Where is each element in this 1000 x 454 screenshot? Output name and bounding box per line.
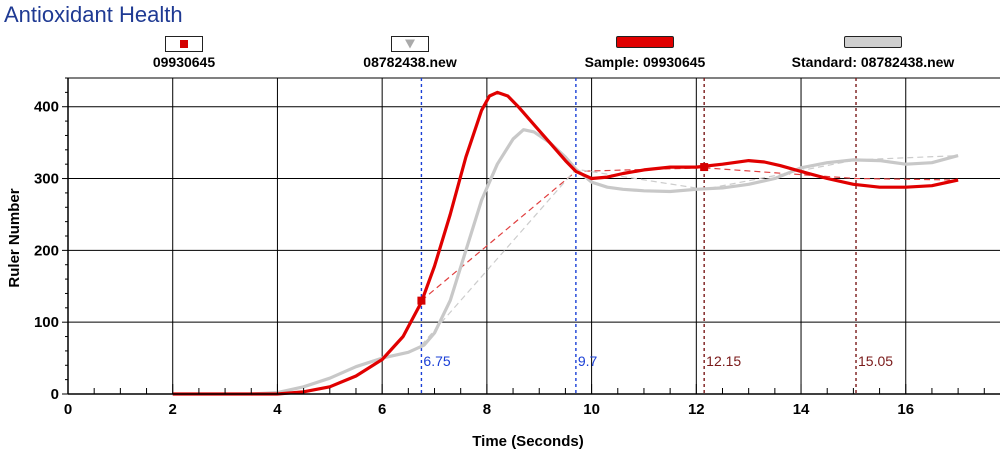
x-tick-label: 10 xyxy=(583,401,600,418)
reference-line-label: 6.75 xyxy=(423,353,450,369)
x-tick-label: 6 xyxy=(378,401,386,418)
grid: 6.75 9.7 12.15 15.05 xyxy=(68,77,1000,394)
reference-line-label: 15.05 xyxy=(858,353,893,369)
standard-series-line xyxy=(251,128,959,396)
sample-series-line xyxy=(172,90,959,396)
legend-item-standard-line[interactable]: Standard: 08782438.new xyxy=(760,36,986,70)
red-line-swatch-icon xyxy=(616,36,674,48)
x-tick-label: 14 xyxy=(793,401,810,418)
y-tick-label: 300 xyxy=(34,171,59,188)
y-tick-label: 100 xyxy=(34,314,59,331)
legend-item-standard-marker[interactable]: 08782438.new xyxy=(340,36,480,70)
x-tick-label: 16 xyxy=(897,401,914,418)
legend-item-sample-line[interactable]: Sample: 09930645 xyxy=(560,36,730,70)
y-tick-label: 200 xyxy=(34,242,59,259)
legend-item-sample-marker[interactable]: 09930645 xyxy=(134,36,234,70)
chart-title: Antioxidant Health xyxy=(4,2,183,27)
square-point-marker xyxy=(417,296,426,305)
y-axis-label: Ruler Number xyxy=(6,188,23,287)
square-point-marker xyxy=(700,163,709,172)
point-markers xyxy=(417,163,709,305)
x-tick-label: 8 xyxy=(483,401,491,418)
x-tick-label: 4 xyxy=(273,401,282,418)
triangle-down-marker-icon xyxy=(391,36,429,52)
gray-line-swatch-icon xyxy=(844,36,902,48)
reference-line-label: 9.7 xyxy=(578,353,598,369)
y-tick-label: 0 xyxy=(51,386,59,403)
legend-label: Sample: 09930645 xyxy=(584,54,706,70)
series-lines xyxy=(172,90,959,396)
square-marker-icon xyxy=(165,36,203,52)
axes: 0 2 4 6 8 10 12 14 16 0 100 200 300 400 xyxy=(34,77,1000,418)
y-tick-label: 400 xyxy=(34,99,59,116)
x-tick-label: 2 xyxy=(169,401,177,418)
x-tick-label: 0 xyxy=(64,401,72,418)
legend-label: Standard: 08782438.new xyxy=(791,54,955,70)
legend-label: 08782438.new xyxy=(363,54,457,70)
x-tick-label: 12 xyxy=(688,401,705,418)
x-axis-label: Time (Seconds) xyxy=(472,433,583,450)
connector-line xyxy=(421,167,959,302)
legend-label: 09930645 xyxy=(152,54,216,70)
reference-line-label: 12.15 xyxy=(706,353,741,369)
